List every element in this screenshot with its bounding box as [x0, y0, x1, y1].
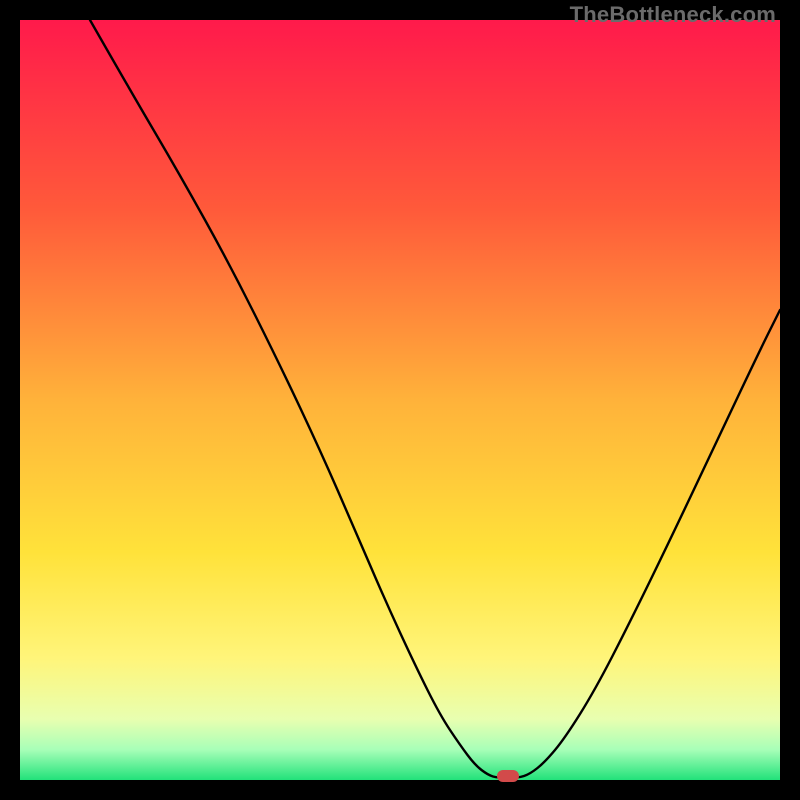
minimum-marker: [497, 770, 519, 782]
bottleneck-curve: [20, 20, 780, 780]
chart-frame: TheBottleneck.com: [0, 0, 800, 800]
watermark-text: TheBottleneck.com: [570, 2, 776, 28]
curve-path: [90, 20, 780, 778]
plot-area: [20, 20, 780, 780]
